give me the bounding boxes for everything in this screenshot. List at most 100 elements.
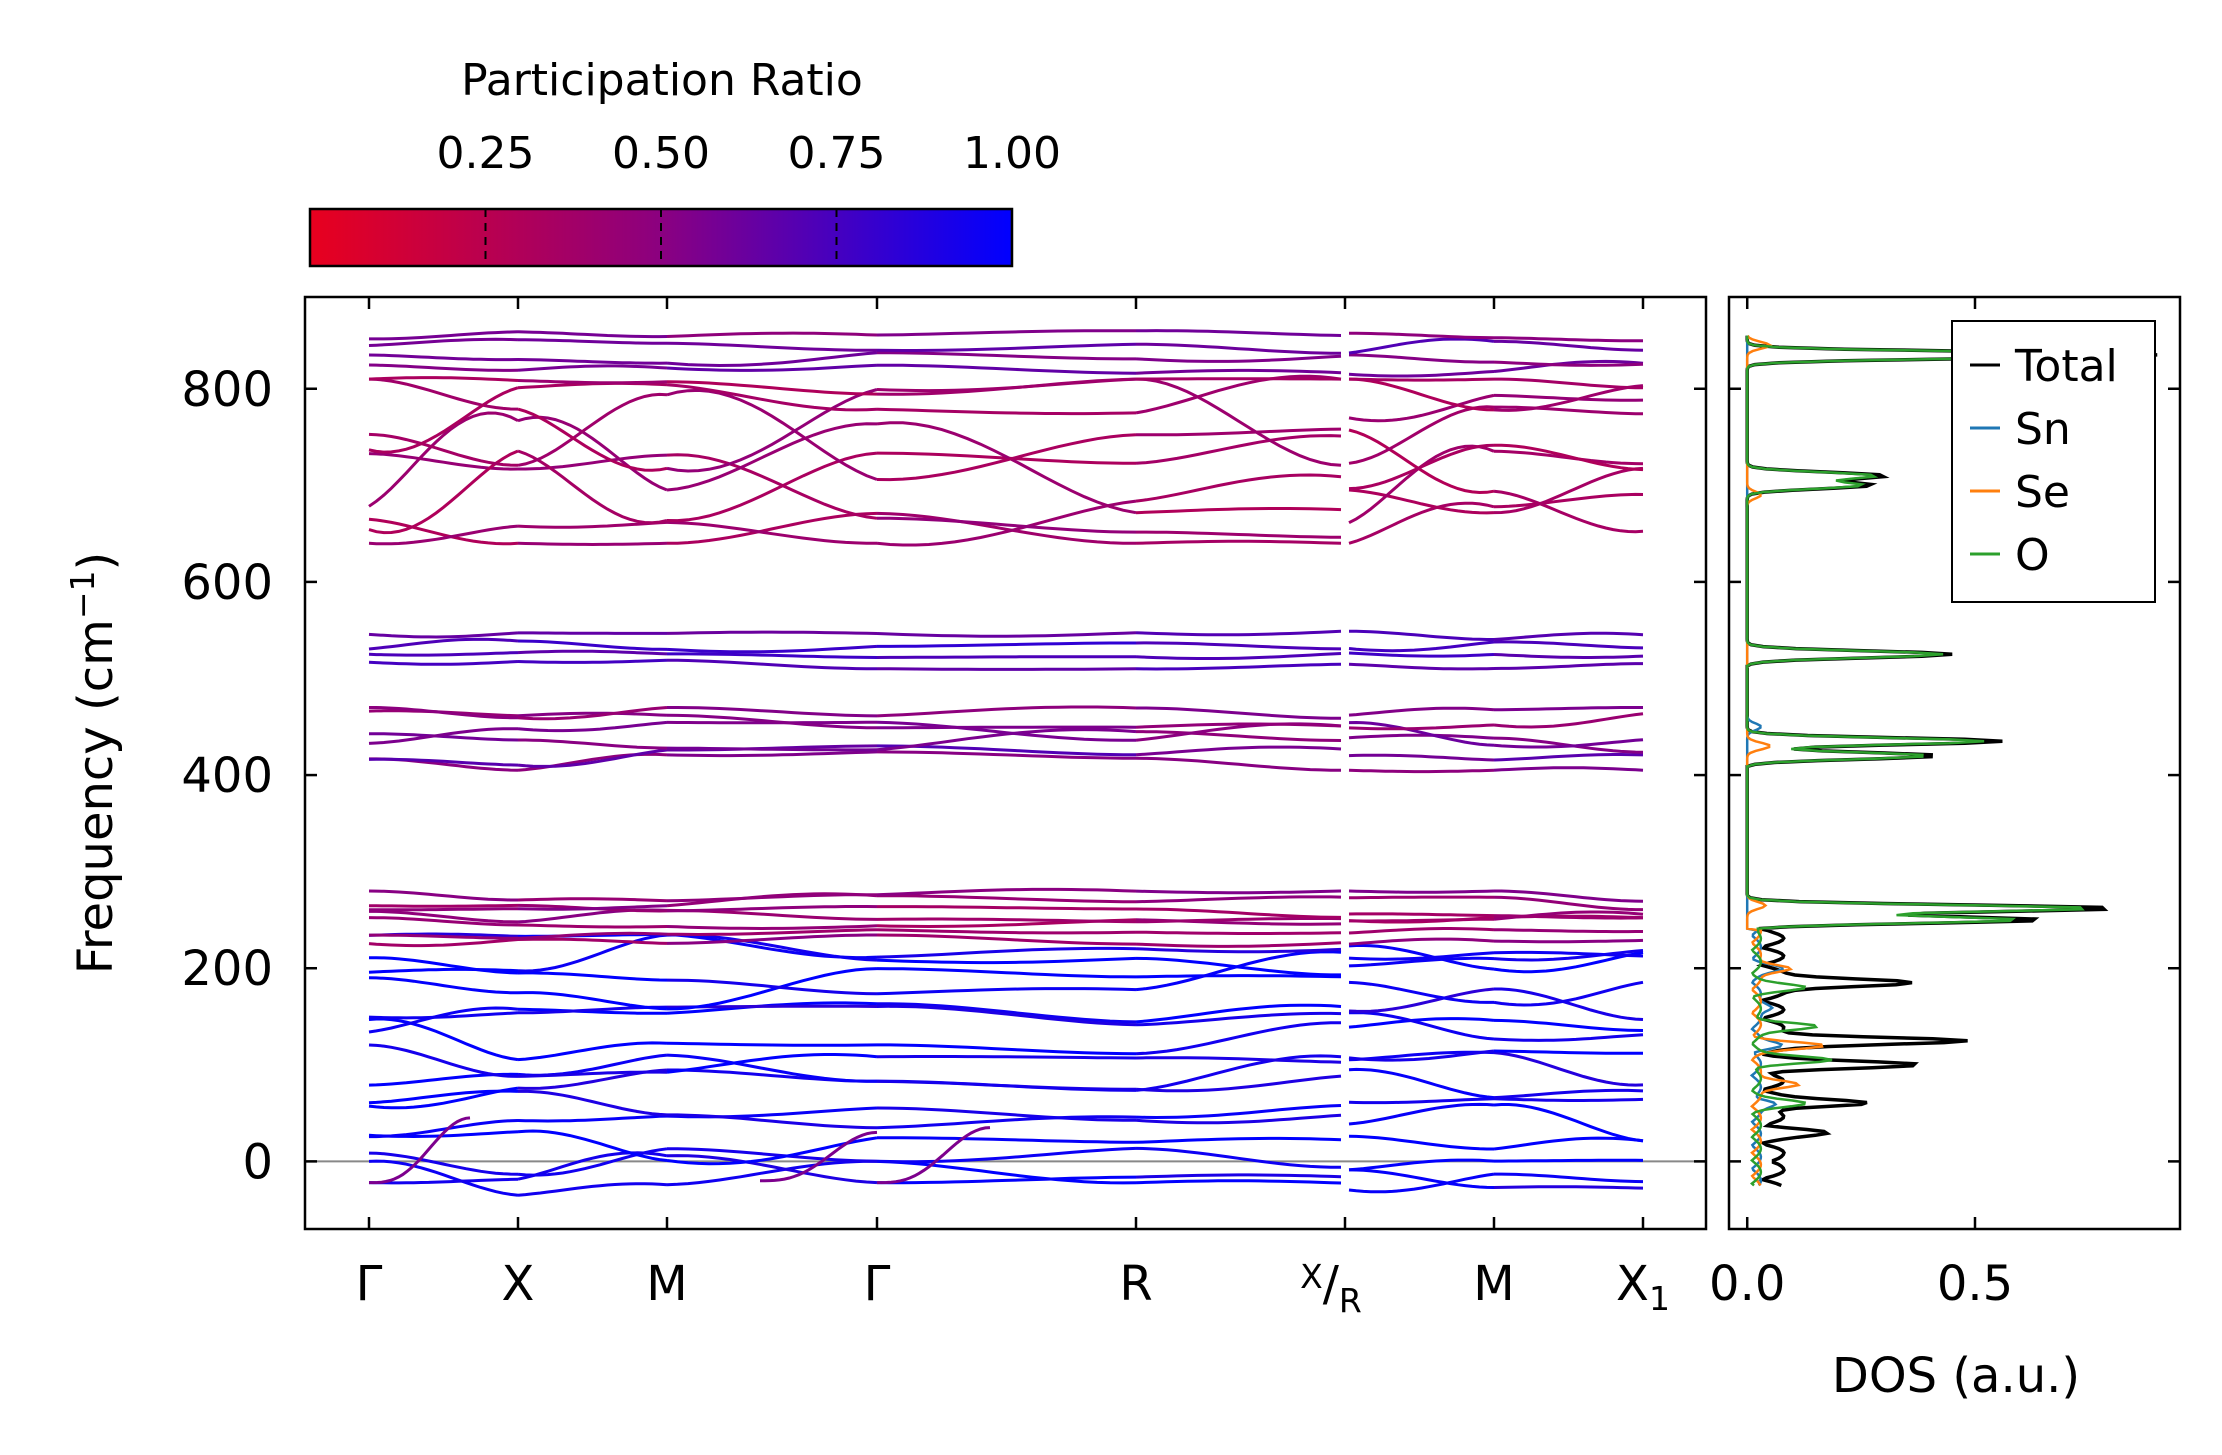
dos-x-axis-label: DOS (a.u.) (1832, 1348, 2080, 1404)
dos-panel-frame (1727, 295, 2182, 1231)
band-line (1493, 914, 1644, 920)
band-xtick-label: X (502, 1256, 535, 1312)
band-line (666, 644, 878, 654)
band-line (1135, 374, 1342, 415)
band-line (369, 1119, 519, 1139)
dos-line-o (1745, 335, 2149, 1187)
band-line (667, 652, 878, 659)
band-line (368, 916, 519, 927)
band-line (1135, 629, 1342, 637)
band-line (1348, 370, 1495, 378)
band-line (1348, 1067, 1495, 1100)
band-line (1135, 956, 1341, 977)
band-line (1135, 473, 1342, 503)
band-panel-frame (303, 295, 1708, 1231)
band-line (876, 928, 1137, 935)
band-line (368, 517, 519, 546)
band-line (1135, 1136, 1342, 1144)
band-line (666, 341, 877, 352)
band-line (666, 380, 878, 396)
band-line (517, 649, 668, 656)
band-line (667, 1113, 878, 1130)
band-line (368, 976, 518, 995)
band-line (1135, 1074, 1342, 1093)
band-line (517, 904, 668, 911)
band-line (876, 511, 1137, 545)
band-ytick-label: 400 (181, 748, 273, 804)
band-line (1493, 712, 1644, 729)
band-line (368, 903, 519, 908)
band-line (1348, 753, 1495, 762)
band-line (369, 330, 519, 341)
band-ytick-label: 600 (181, 555, 273, 611)
band-line (368, 452, 519, 471)
dos-legend: Total Sn Se O (1951, 320, 2156, 603)
band-line (876, 720, 1137, 742)
band-line (666, 388, 878, 481)
band-line (1493, 384, 1644, 412)
band-line (1135, 1104, 1342, 1120)
band-line (1493, 492, 1644, 509)
band-line (1494, 339, 1644, 352)
band-line (1493, 980, 1644, 1007)
band-xtick-label: R (1119, 1256, 1152, 1312)
band-line (1493, 1033, 1644, 1042)
band-line (1135, 662, 1342, 671)
band-line (1135, 1003, 1342, 1024)
band-line (368, 1159, 519, 1197)
band-line (369, 909, 519, 924)
band-line (1135, 941, 1342, 948)
band-line (517, 392, 668, 467)
band-line (1493, 951, 1644, 974)
band-line (1493, 766, 1644, 772)
band-line (1493, 360, 1644, 367)
band-line (666, 1136, 878, 1166)
band-xtick-label: M (646, 1256, 687, 1312)
band-xtick-label: Γ (864, 1256, 891, 1312)
band-line (877, 516, 1137, 534)
band-line (1494, 377, 1644, 390)
band-line (1493, 489, 1644, 534)
band-line (1493, 1049, 1643, 1055)
band-line (666, 978, 878, 996)
band-line (368, 386, 519, 454)
band-line (1493, 753, 1644, 762)
band-line (877, 905, 1136, 911)
band-line (1135, 1113, 1342, 1125)
band-line (1135, 730, 1342, 742)
band-line (666, 893, 878, 903)
band-line (1493, 1103, 1644, 1143)
band-line (517, 379, 668, 385)
band-line (876, 933, 1137, 946)
band-line (369, 732, 519, 742)
band-line (666, 933, 877, 945)
band-line (1348, 723, 1495, 731)
band-line (876, 421, 1137, 515)
band-line (518, 453, 668, 471)
band-line (1348, 629, 1494, 641)
band-line (517, 330, 668, 339)
band-line (1494, 405, 1644, 416)
band-line (666, 1159, 878, 1187)
band-line (877, 1043, 1137, 1056)
dos-lines (1745, 334, 2158, 1188)
band-line (1135, 917, 1342, 924)
band-ytick-label: 0 (242, 1134, 273, 1190)
band-line (1494, 1158, 1644, 1163)
band-line (517, 711, 668, 718)
band-line (1135, 895, 1342, 904)
band-xtick-label: M (1473, 1256, 1514, 1312)
band-line (1348, 951, 1495, 961)
band-xtick-label: Γ (356, 1256, 383, 1312)
band-line (368, 631, 519, 639)
band-line (666, 967, 878, 1011)
band-line (369, 907, 518, 912)
band-line (877, 1136, 1137, 1144)
dos-panel: 0.0 0.5 DOS (a.u.) Total Sn Se O (1709, 295, 2182, 1404)
band-line (1494, 987, 1644, 1021)
band-line (1135, 756, 1341, 772)
band-line (518, 738, 668, 750)
band-line (876, 1159, 1137, 1185)
band-line (517, 720, 668, 733)
